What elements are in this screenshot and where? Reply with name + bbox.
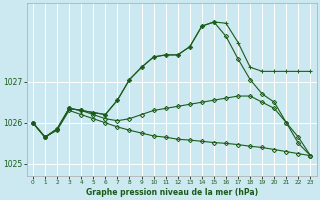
X-axis label: Graphe pression niveau de la mer (hPa): Graphe pression niveau de la mer (hPa)	[86, 188, 258, 197]
